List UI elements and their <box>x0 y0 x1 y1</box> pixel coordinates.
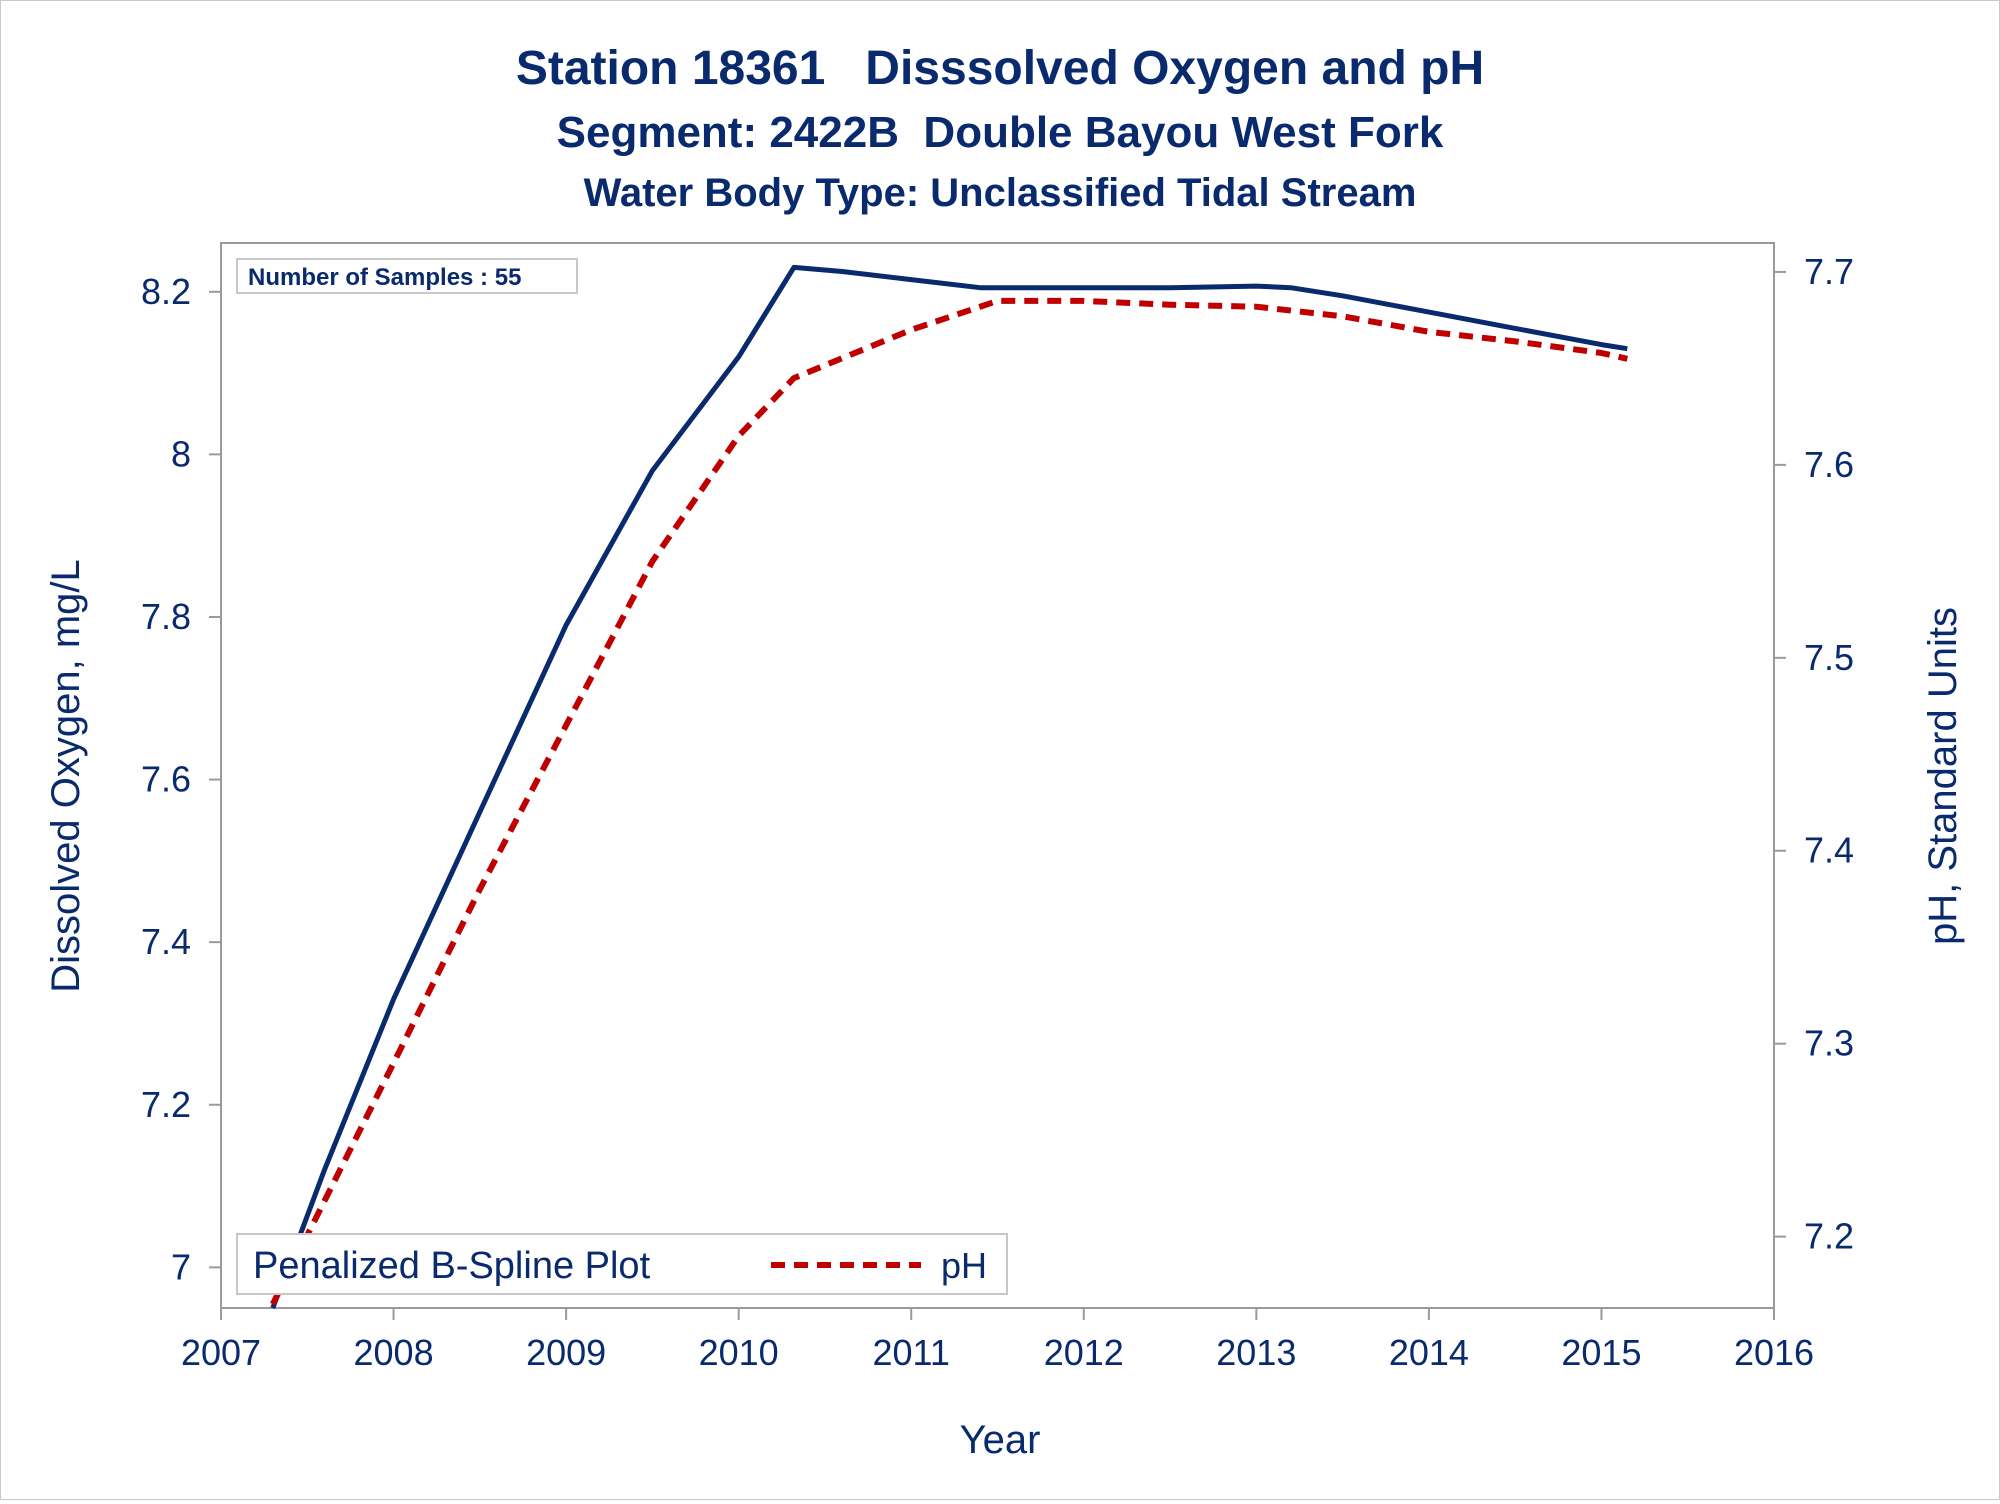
y-right-tick-label: 7.4 <box>1804 830 1854 871</box>
y-left-tick-label: 7.6 <box>141 759 191 800</box>
y-axis-right: 7.2 7.3 7.4 7.5 7.6 7.7 <box>1774 251 1854 1257</box>
plot-area <box>220 242 1775 1309</box>
x-axis-label: Year <box>960 1418 1041 1462</box>
chart-title: Station 18361 Disssolved Oxygen and pH <box>516 42 1484 95</box>
y-left-tick-label: 8.2 <box>141 271 191 312</box>
x-tick-label: 2010 <box>699 1332 779 1373</box>
y-axis-left: 7 7.2 7.4 7.6 7.8 8 8.2 <box>141 271 221 1287</box>
y-right-tick-label: 7.3 <box>1804 1023 1854 1064</box>
legend-box <box>236 1233 1008 1295</box>
y-left-tick-label: 7 <box>171 1246 191 1287</box>
samples-inset-text: Number of Samples : 55 <box>248 264 521 291</box>
x-tick-label: 2016 <box>1734 1332 1814 1373</box>
x-tick-label: 2007 <box>181 1332 261 1373</box>
ph-line <box>270 297 1628 1306</box>
legend-title: Penalized B-Spline Plot <box>253 1245 651 1287</box>
y-axis-right-label: pH, Standard Units <box>1921 607 1965 945</box>
x-tick-label: 2012 <box>1044 1332 1124 1373</box>
chart-subtitle-water-body: Water Body Type: Unclassified Tidal Stre… <box>584 171 1417 215</box>
y-left-tick-label: 7.4 <box>141 921 191 962</box>
x-tick-label: 2013 <box>1216 1332 1296 1373</box>
samples-inset-box <box>236 258 578 294</box>
series-layer <box>270 264 1628 1309</box>
x-tick-label: 2011 <box>873 1332 950 1373</box>
y-right-tick-label: 7.6 <box>1804 444 1854 485</box>
y-right-tick-label: 7.5 <box>1804 637 1854 678</box>
y-right-tick-label: 7.2 <box>1804 1216 1854 1257</box>
y-left-tick-label: 8 <box>171 433 191 474</box>
legend-entry-ph: pH <box>941 1245 987 1286</box>
x-tick-label: 2009 <box>526 1332 606 1373</box>
legend: Penalized B-Spline Plot pH <box>236 1233 1008 1295</box>
x-axis: 2007 2008 2009 2010 2011 2012 2013 2014 2015 2016 <box>181 1307 1814 1373</box>
dissolved-oxygen-line <box>270 264 1628 1309</box>
y-left-tick-label: 7.2 <box>141 1084 191 1125</box>
y-left-tick-label: 7.8 <box>141 596 191 637</box>
chart-subtitle-segment: Segment: 2422B Double Bayou West Fork <box>557 108 1444 157</box>
y-axis-left-label: Dissolved Oxygen, mg/L <box>44 559 88 993</box>
x-tick-label: 2008 <box>354 1332 434 1373</box>
x-tick-label: 2014 <box>1389 1332 1469 1373</box>
x-tick-label: 2015 <box>1561 1332 1641 1373</box>
y-right-tick-label: 7.7 <box>1804 251 1854 292</box>
